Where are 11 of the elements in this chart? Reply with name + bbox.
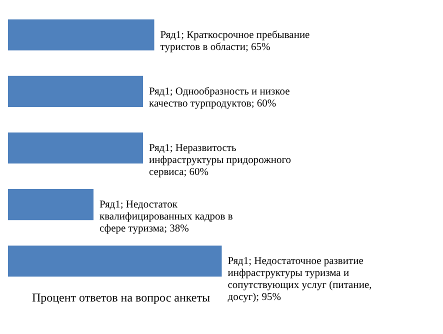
data-label: Ряд1; Недостаточное развитие инфраструктуры туризма и сопутствующих услуг (питание, досуг); 95% [228,256,372,304]
bar [8,189,94,220]
bar [8,246,222,277]
x-axis-title: Процент ответов на вопрос анкеты [32,290,210,304]
data-label: Ряд1; Неразвитость инфраструктуры придорожного сервиса; 60% [149,143,292,178]
bar [8,76,143,107]
data-label: Ряд1; Краткосрочное пребывание туристов в области; 65% [160,30,310,53]
data-label: Ряд1; Недостаток квалифицированных кадров в сфере туризма; 38% [100,200,233,235]
data-label: Ряд1; Однообразность и низкое качество турпродуктов; 60% [149,86,290,110]
bar [8,132,143,164]
bar [8,19,154,50]
